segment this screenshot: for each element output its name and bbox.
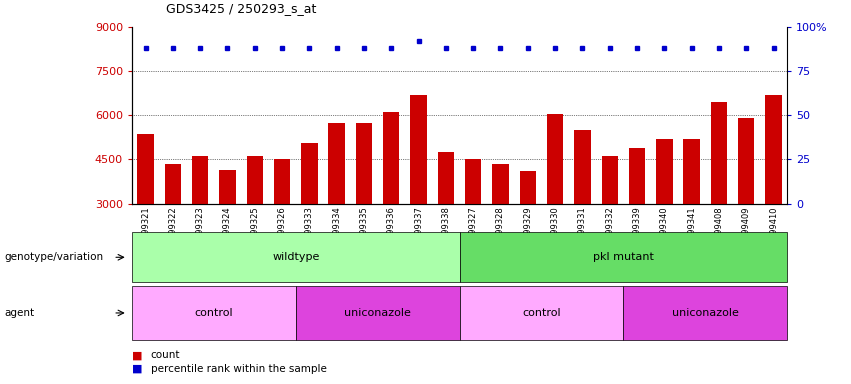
Bar — [520, 171, 536, 204]
Text: percentile rank within the sample: percentile rank within the sample — [151, 364, 327, 374]
Text: control: control — [523, 308, 561, 318]
Bar — [629, 147, 645, 204]
Bar — [137, 134, 154, 204]
Text: ■: ■ — [132, 364, 142, 374]
Bar — [165, 164, 181, 204]
Bar — [465, 159, 482, 204]
Text: control: control — [195, 308, 233, 318]
Bar — [437, 152, 454, 204]
Text: uniconazole: uniconazole — [671, 308, 739, 318]
Text: count: count — [151, 350, 180, 360]
Text: ■: ■ — [132, 350, 142, 360]
Bar — [738, 118, 755, 204]
Bar — [547, 114, 563, 204]
Bar — [711, 102, 727, 204]
Bar — [410, 94, 427, 204]
Bar — [602, 156, 618, 204]
Bar — [765, 94, 782, 204]
Text: GDS3425 / 250293_s_at: GDS3425 / 250293_s_at — [166, 2, 317, 15]
Bar — [656, 139, 672, 204]
Bar — [493, 164, 509, 204]
Bar — [301, 143, 317, 204]
Bar — [356, 122, 372, 204]
Text: pkl mutant: pkl mutant — [593, 252, 654, 262]
Bar — [247, 156, 263, 204]
Bar — [274, 159, 290, 204]
Text: agent: agent — [4, 308, 34, 318]
Bar — [328, 122, 345, 204]
Bar — [683, 139, 700, 204]
Bar — [383, 112, 399, 204]
Text: genotype/variation: genotype/variation — [4, 252, 103, 262]
Text: wildtype: wildtype — [272, 252, 319, 262]
Text: uniconazole: uniconazole — [344, 308, 411, 318]
Bar — [220, 170, 236, 204]
Bar — [192, 156, 208, 204]
Bar — [574, 130, 591, 204]
